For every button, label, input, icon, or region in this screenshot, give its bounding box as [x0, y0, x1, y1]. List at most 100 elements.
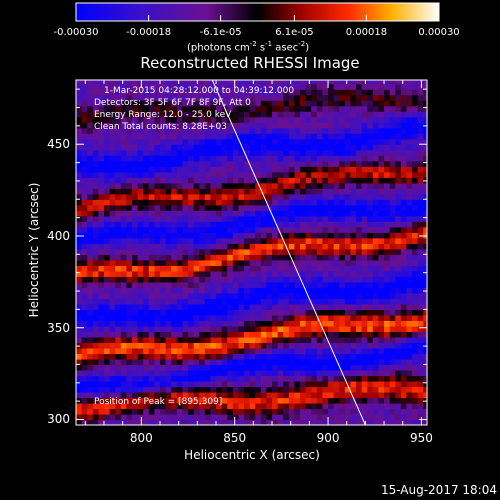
heatmap-cell — [193, 171, 200, 178]
heatmap-cell — [367, 133, 374, 140]
heatmap-cell — [165, 237, 172, 244]
heatmap-cell — [339, 353, 346, 360]
heatmap-cell — [81, 144, 88, 151]
heatmap-cell — [165, 80, 172, 85]
heatmap-cell — [193, 133, 200, 140]
heatmap-cell — [148, 402, 156, 410]
heatmap-cell — [344, 347, 352, 355]
heatmap-cell — [339, 221, 346, 228]
heatmap-cell — [305, 391, 312, 399]
heatmap-cell — [115, 144, 122, 151]
heatmap-cell — [232, 386, 240, 393]
heatmap-cell — [176, 122, 184, 129]
heatmap-cell — [188, 391, 195, 399]
heatmap-cell — [311, 144, 318, 151]
heatmap-cell — [126, 89, 133, 96]
heatmap-cell — [316, 94, 324, 101]
heatmap-cell — [115, 254, 122, 261]
heatmap-cell — [216, 188, 223, 195]
heatmap-cell — [406, 419, 413, 425]
heatmap-cell — [356, 221, 363, 228]
heatmap-cell — [384, 188, 391, 195]
heatmap-cell — [255, 215, 262, 222]
heatmap-cell — [244, 188, 251, 195]
heatmap-cell — [300, 386, 307, 393]
heatmap-cell — [143, 133, 150, 140]
heatmap-cell — [367, 122, 374, 129]
heatmap-cell — [305, 89, 312, 96]
heatmap-cell — [204, 144, 212, 151]
heatmap-cell — [193, 232, 200, 239]
heatmap-cell — [76, 353, 83, 360]
heatmap-cell — [294, 342, 301, 349]
heatmap-cell — [423, 111, 427, 118]
heatmap-cell — [148, 265, 156, 272]
heatmap-cell — [182, 353, 189, 360]
heatmap-cell — [109, 347, 116, 355]
heatmap-cell — [115, 402, 122, 410]
heatmap-cell — [288, 182, 296, 189]
heatmap-cell — [160, 265, 167, 272]
heatmap-cell — [126, 254, 133, 261]
heatmap-cell — [356, 259, 363, 266]
heatmap-cell — [221, 155, 228, 162]
heatmap-cell — [378, 155, 385, 162]
heatmap-cell — [300, 276, 307, 283]
heatmap-cell — [333, 89, 340, 96]
heatmap-cell — [199, 116, 206, 123]
heatmap-cell — [244, 144, 251, 151]
heatmap-cell — [255, 149, 262, 156]
heatmap-cell — [384, 155, 391, 162]
heatmap-cell — [378, 254, 385, 261]
heatmap-cell — [221, 138, 228, 145]
heatmap-cell — [311, 193, 318, 200]
heatmap-cell — [199, 166, 206, 173]
heatmap-cell — [372, 320, 380, 327]
heatmap-cell — [210, 204, 217, 211]
heatmap-cell — [137, 303, 144, 310]
heatmap-cell — [389, 254, 396, 261]
heatmap-cell — [126, 166, 133, 173]
heatmap-cell — [305, 116, 312, 123]
heatmap-cell — [344, 149, 352, 156]
heatmap-cell — [288, 94, 296, 101]
heatmap-cell — [305, 243, 312, 250]
heatmap-cell — [367, 375, 374, 382]
heatmap-cell — [384, 331, 391, 338]
heatmap-cell — [244, 105, 251, 112]
heatmap-cell — [98, 155, 105, 162]
heatmap-cell — [361, 155, 368, 162]
heatmap-cell — [361, 397, 368, 404]
heatmap-cell — [92, 347, 99, 355]
heatmap-cell — [288, 89, 296, 96]
heatmap-cell — [361, 347, 368, 355]
heatmap-cell — [249, 408, 256, 415]
heatmap-cell — [238, 358, 245, 366]
heatmap-cell — [148, 177, 156, 184]
heatmap-cell — [316, 413, 324, 421]
heatmap-cell — [272, 419, 279, 425]
heatmap-cell — [104, 138, 111, 145]
heatmap-cell — [305, 259, 312, 266]
heatmap-cell — [199, 353, 206, 360]
heatmap-cell — [367, 369, 374, 377]
heatmap-cell — [305, 325, 312, 333]
heatmap-cell — [92, 402, 99, 410]
heatmap-cell — [132, 254, 139, 261]
heatmap-cell — [81, 215, 88, 222]
heatmap-cell — [221, 325, 228, 333]
heatmap-cell — [76, 358, 83, 366]
heatmap-cell — [238, 204, 245, 211]
heatmap-cell — [384, 166, 391, 173]
heatmap-cell — [283, 188, 290, 195]
x-tick-label: 950 — [409, 431, 433, 445]
heatmap-cell — [277, 83, 284, 90]
heatmap-cell — [260, 171, 268, 178]
heatmap-cell — [384, 309, 391, 316]
heatmap-cell — [283, 193, 290, 200]
heatmap-cell — [300, 408, 307, 415]
heatmap-cell — [378, 149, 385, 156]
heatmap-cell — [311, 204, 318, 211]
heatmap-cell — [417, 232, 424, 239]
heatmap-cell — [412, 232, 419, 239]
